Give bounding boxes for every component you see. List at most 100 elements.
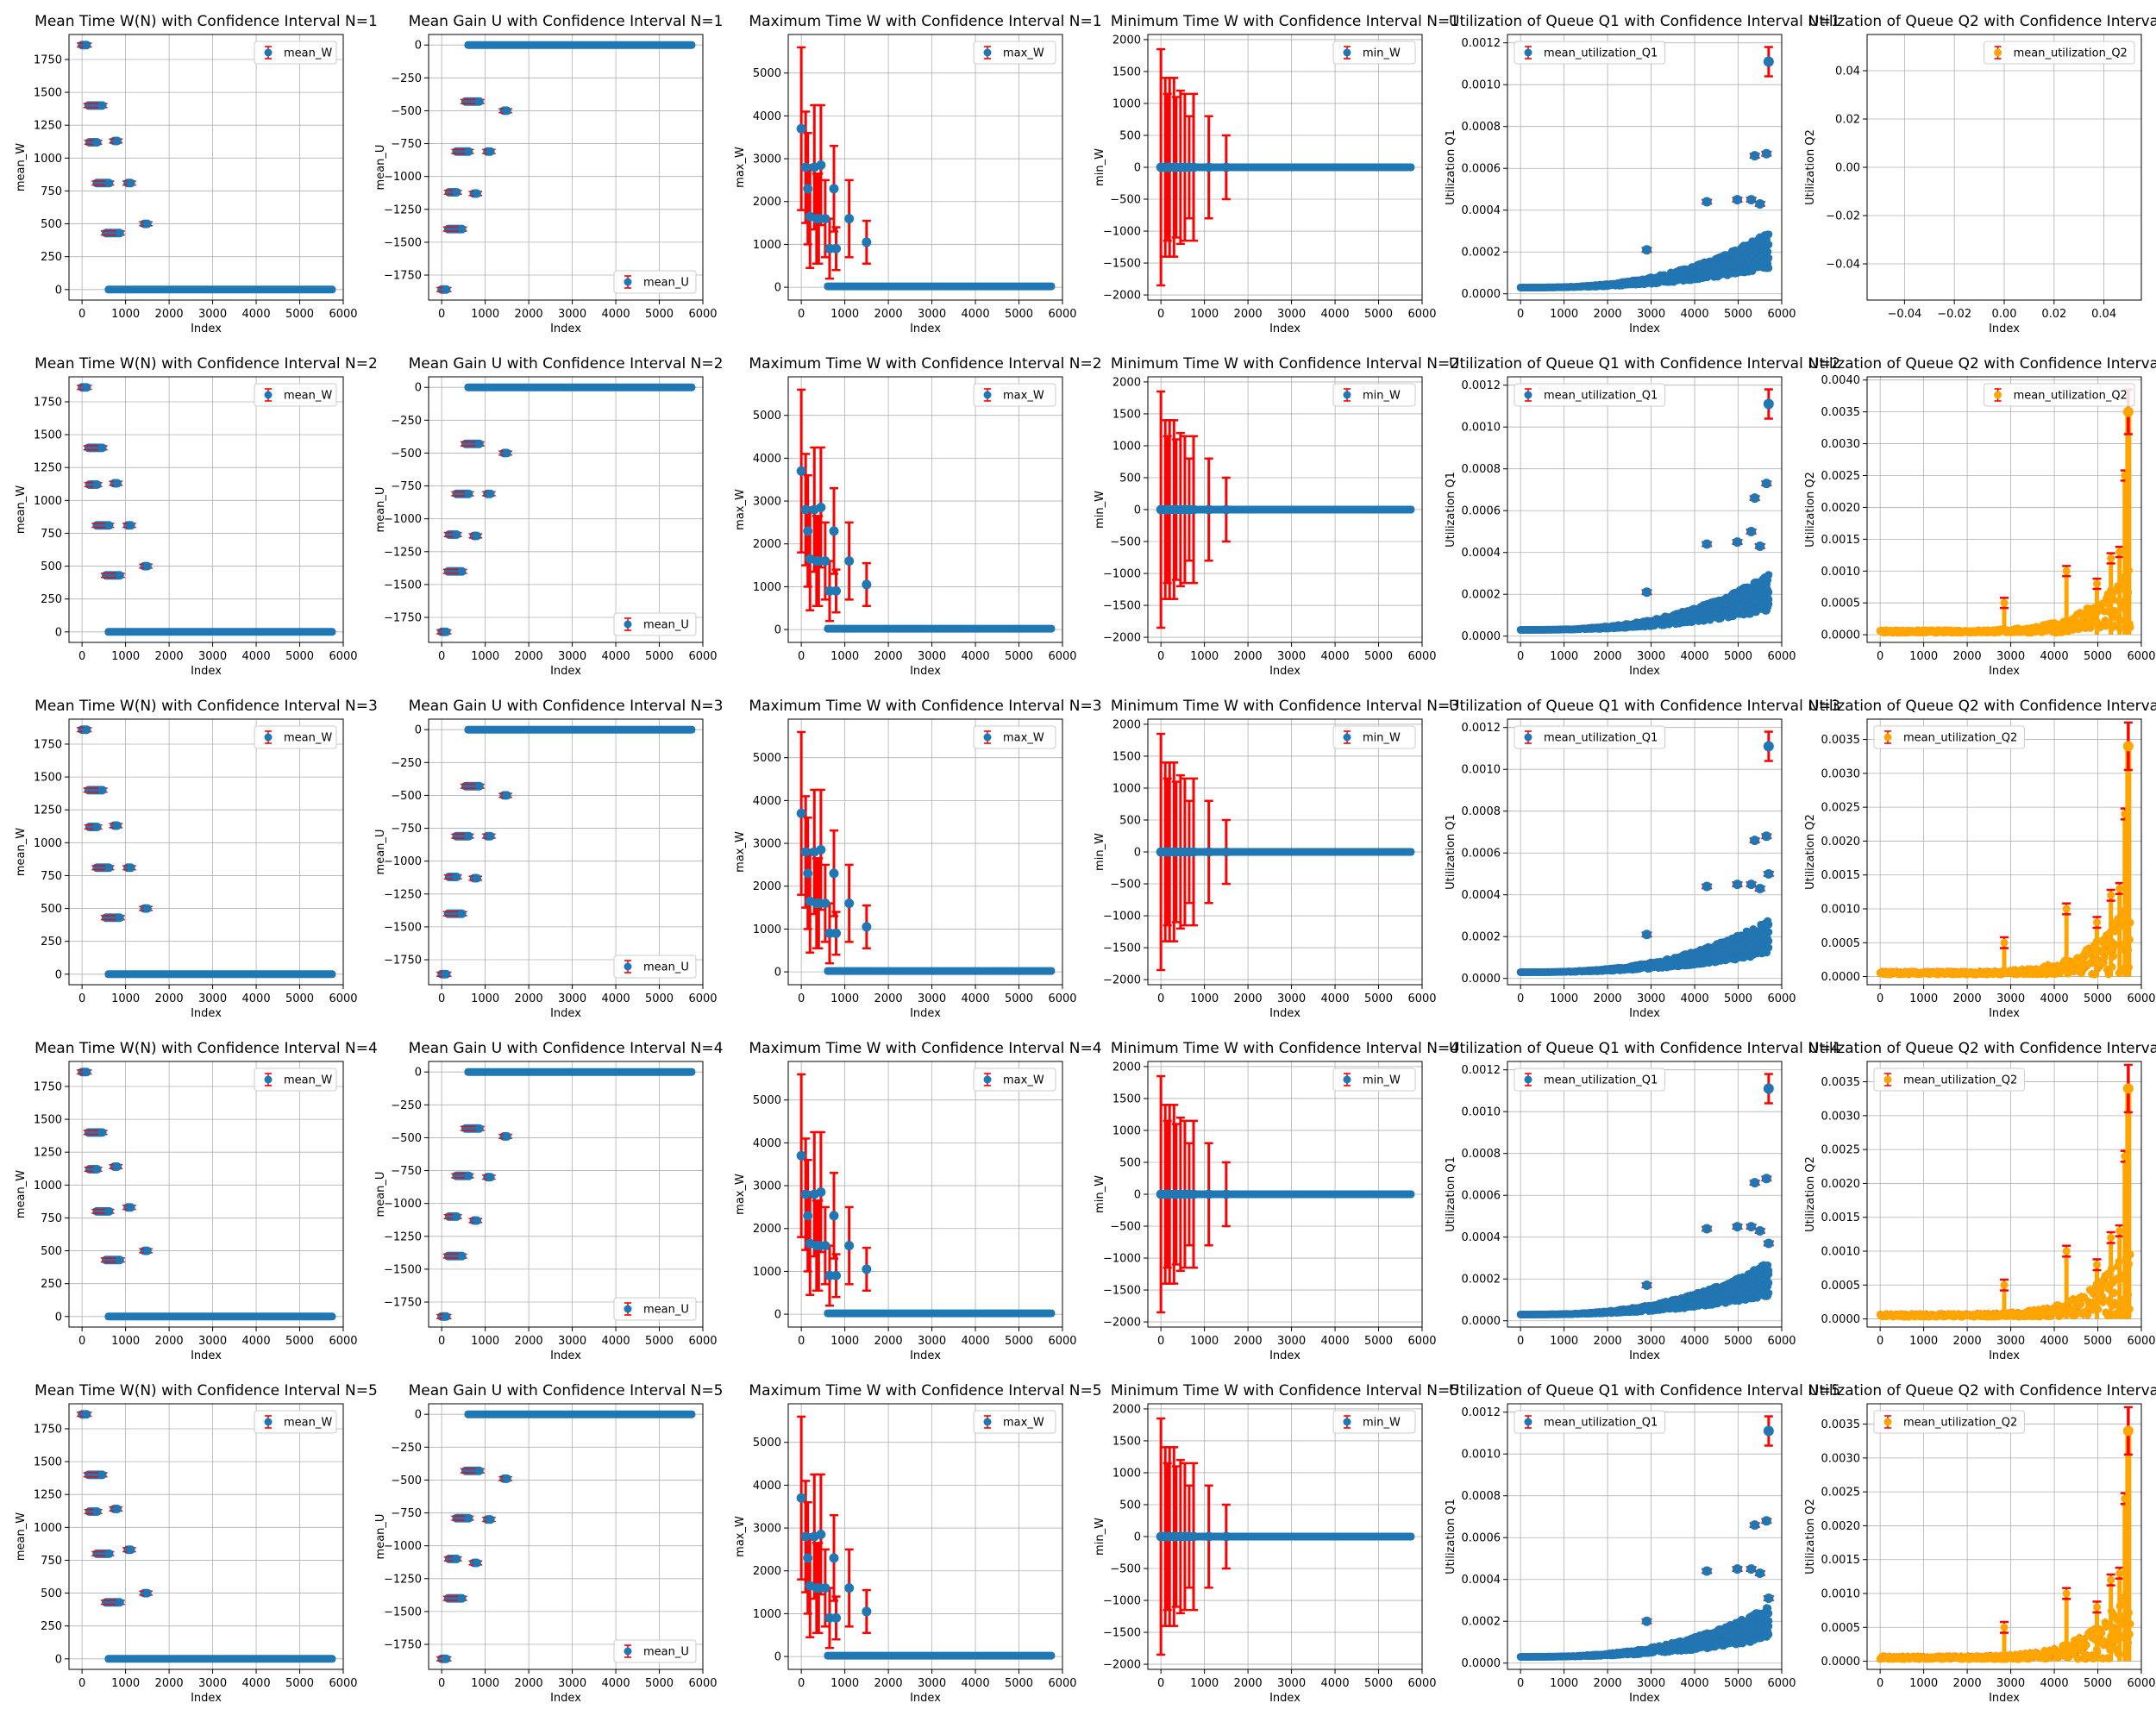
y-tick-label: −0.04 xyxy=(1826,259,1860,272)
data-point xyxy=(820,556,830,566)
y-tick-label: 0.0035 xyxy=(1821,406,1861,419)
legend-marker xyxy=(1994,49,2002,57)
x-axis-label: Index xyxy=(910,665,941,678)
x-tick-label: 6000 xyxy=(329,650,357,663)
legend: mean_utilization_Q1 xyxy=(1514,41,1664,64)
data-point xyxy=(1204,505,1213,515)
x-tick-label: 0 xyxy=(1517,308,1524,321)
y-tick-label: 2000 xyxy=(753,538,781,551)
y-tick-label: 250 xyxy=(41,593,62,606)
plot-area xyxy=(69,719,343,985)
x-tick-label: 6000 xyxy=(1407,308,1436,321)
legend-label: mean_U xyxy=(643,277,689,290)
y-tick-label: −1500 xyxy=(1103,600,1141,613)
x-tick-label: 5000 xyxy=(1364,308,1393,321)
x-tick-label: 1000 xyxy=(1550,650,1578,663)
data-point xyxy=(503,448,511,457)
x-tick-label: 5000 xyxy=(1005,650,1033,663)
x-tick-label: 2000 xyxy=(1234,308,1263,321)
y-tick-label: 0.0000 xyxy=(1821,629,1861,642)
x-tick-label: 4000 xyxy=(602,308,630,321)
data-point xyxy=(1746,527,1756,536)
x-tick-label: 3000 xyxy=(918,308,946,321)
x-tick-label: 4000 xyxy=(1681,308,1709,321)
y-tick-label: 4000 xyxy=(753,110,781,123)
legend: max_W xyxy=(974,41,1056,64)
x-tick-label: −0.04 xyxy=(1887,308,1921,321)
y-tick-label: −1000 xyxy=(384,513,422,526)
x-tick-label: 6000 xyxy=(329,308,357,321)
data-point xyxy=(143,220,152,229)
x-tick-label: 3000 xyxy=(918,650,946,663)
chart-title: Utilization of Queue Q2 with Confidence … xyxy=(1808,355,2156,373)
legend-label: max_W xyxy=(1003,390,1044,403)
y-axis-label: mean_W xyxy=(15,143,28,191)
x-tick-label: 2000 xyxy=(155,650,184,663)
data-point xyxy=(801,163,811,172)
y-axis-label: mean_U xyxy=(374,145,387,191)
y-axis-label: min_W xyxy=(1094,491,1106,529)
legend: mean_utilization_Q1 xyxy=(1514,384,1664,406)
x-tick-label: 1000 xyxy=(471,308,499,321)
data-point xyxy=(113,479,122,488)
legend-marker xyxy=(984,49,992,57)
y-tick-label: −750 xyxy=(391,138,422,151)
x-tick-label: 6000 xyxy=(1767,308,1796,321)
y-tick-label: 1000 xyxy=(1112,97,1141,110)
y-axis-label: max_W xyxy=(734,147,747,188)
y-axis-label: min_W xyxy=(1094,148,1106,186)
y-tick-label: 0.0012 xyxy=(1462,379,1501,392)
y-tick-label: 250 xyxy=(41,251,62,264)
chart-title: Mean Gain U with Confidence Interval N=1 xyxy=(409,13,724,30)
flat-series-band xyxy=(104,628,335,635)
x-tick-label: 3000 xyxy=(1637,650,1665,663)
y-tick-label: 750 xyxy=(41,185,62,198)
x-tick-label: 6000 xyxy=(688,308,717,321)
legend-label: mean_W xyxy=(284,47,332,60)
y-axis-label: Utilization Q1 xyxy=(1445,129,1457,205)
x-tick-label: 4000 xyxy=(242,650,271,663)
legend-marker xyxy=(1344,391,1351,399)
y-axis-label: max_W xyxy=(734,489,747,530)
y-tick-label: 2000 xyxy=(753,196,781,209)
x-tick-label: 2000 xyxy=(515,308,543,321)
data-point xyxy=(2107,554,2115,562)
x-tick-label: 1000 xyxy=(471,650,499,663)
legend-label: max_W xyxy=(1003,47,1044,60)
y-tick-label: 0.00 xyxy=(1835,162,1860,175)
data-point xyxy=(98,786,107,794)
x-tick-label: 3000 xyxy=(558,308,586,321)
y-tick-label: 0 xyxy=(55,626,62,639)
legend-marker xyxy=(265,49,273,57)
x-tick-label: 3000 xyxy=(198,650,227,663)
x-tick-label: 4000 xyxy=(2040,650,2069,663)
x-axis-label: Index xyxy=(1629,665,1660,678)
y-tick-label: 750 xyxy=(41,528,62,541)
x-tick-label: 1000 xyxy=(1909,650,1938,663)
legend-marker xyxy=(624,279,632,286)
chart-title: Mean Time W(N) with Confidence Interval … xyxy=(34,13,378,30)
y-tick-label: 0.0004 xyxy=(1462,204,1501,217)
legend: mean_U xyxy=(614,613,696,635)
data-point xyxy=(442,628,450,636)
y-axis-label: Utilization Q2 xyxy=(1804,129,1817,205)
y-tick-label: −1250 xyxy=(384,203,422,216)
legend-marker xyxy=(624,621,632,629)
data-point xyxy=(143,562,152,571)
data-point xyxy=(862,579,871,589)
x-tick-label: 0 xyxy=(1517,650,1524,663)
data-point xyxy=(1221,163,1231,172)
x-tick-label: 6000 xyxy=(2127,650,2155,663)
chart-title: Maximum Time W with Confidence Interval … xyxy=(749,13,1101,30)
y-tick-label: −1500 xyxy=(384,236,422,249)
x-tick-label: 2000 xyxy=(515,650,543,663)
y-tick-label: −1750 xyxy=(384,612,422,625)
data-point xyxy=(844,214,854,223)
x-tick-label: 6000 xyxy=(1048,650,1076,663)
y-tick-label: 1750 xyxy=(34,396,62,409)
x-tick-label: 2000 xyxy=(1594,308,1622,321)
data-point xyxy=(1762,479,1771,488)
